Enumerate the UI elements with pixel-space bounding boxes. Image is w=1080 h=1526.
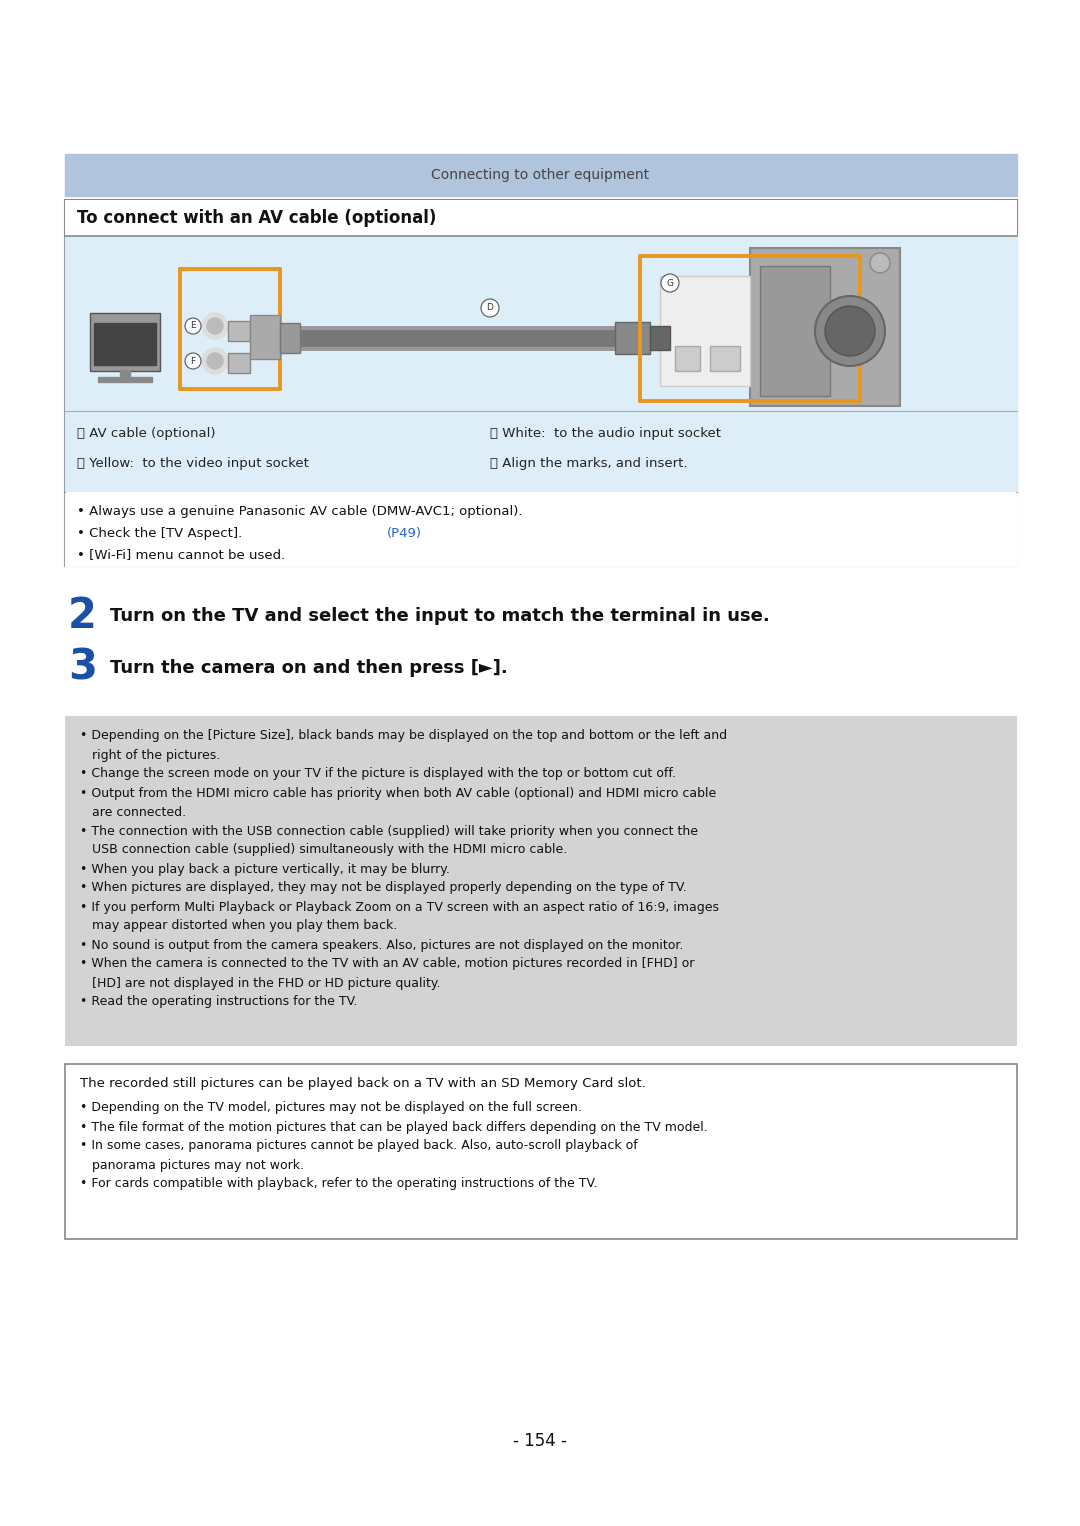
- Bar: [760, 266, 831, 397]
- Text: G: G: [666, 279, 674, 287]
- Text: 2: 2: [68, 595, 97, 636]
- Text: • Change the screen mode on your TV if the picture is displayed with the top or : • Change the screen mode on your TV if t…: [80, 768, 676, 780]
- Bar: [65, 493, 1017, 566]
- Text: Turn on the TV and select the input to match the terminal in use.: Turn on the TV and select the input to m…: [110, 607, 770, 626]
- Bar: [65, 716, 1017, 1045]
- Text: USB connection cable (supplied) simultaneously with the HDMI micro cable.: USB connection cable (supplied) simultan…: [80, 844, 567, 856]
- Text: F: F: [190, 357, 195, 366]
- Circle shape: [202, 313, 228, 339]
- Text: • Depending on the TV model, pictures may not be displayed on the full screen.: • Depending on the TV model, pictures ma…: [80, 1102, 582, 1114]
- Bar: [615, 322, 650, 354]
- Text: right of the pictures.: right of the pictures.: [80, 748, 220, 761]
- Text: may appear distorted when you play them back.: may appear distorted when you play them …: [80, 920, 397, 932]
- Text: • For cards compatible with playback, refer to the operating instructions of the: • For cards compatible with playback, re…: [80, 1178, 597, 1190]
- Text: • Read the operating instructions for the TV.: • Read the operating instructions for th…: [80, 995, 357, 1009]
- Bar: [249, 314, 280, 359]
- Text: are connected.: are connected.: [80, 806, 186, 818]
- Bar: [660, 276, 750, 386]
- Bar: [65, 1064, 1017, 1239]
- Bar: [90, 313, 160, 371]
- Text: ⓔ Yellow:  to the video input socket: ⓔ Yellow: to the video input socket: [77, 456, 309, 470]
- Bar: [750, 249, 900, 406]
- Text: • Always use a genuine Panasonic AV cable (DMW-AVC1; optional).: • Always use a genuine Panasonic AV cabl…: [77, 505, 523, 517]
- Text: (P49): (P49): [387, 526, 422, 540]
- Text: • If you perform Multi Playback or Playback Zoom on a TV screen with an aspect r: • If you perform Multi Playback or Playb…: [80, 900, 719, 914]
- Text: • No sound is output from the camera speakers. Also, pictures are not displayed : • No sound is output from the camera spe…: [80, 938, 684, 952]
- Text: • In some cases, panorama pictures cannot be played back. Also, auto-scroll play: • In some cases, panorama pictures canno…: [80, 1140, 638, 1152]
- Text: To connect with an AV cable (optional): To connect with an AV cable (optional): [77, 209, 436, 227]
- Bar: [65, 154, 1017, 195]
- Text: Connecting to other equipment: Connecting to other equipment: [431, 168, 649, 182]
- Text: • [Wi-Fi] menu cannot be used.: • [Wi-Fi] menu cannot be used.: [77, 548, 285, 562]
- Bar: [65, 200, 1017, 566]
- Text: • Output from the HDMI micro cable has priority when both AV cable (optional) an: • Output from the HDMI micro cable has p…: [80, 786, 716, 800]
- Text: • Depending on the [Picture Size], black bands may be displayed on the top and b: • Depending on the [Picture Size], black…: [80, 729, 727, 743]
- Circle shape: [815, 296, 885, 366]
- Bar: [228, 320, 249, 340]
- Text: ⓓ AV cable (optional): ⓓ AV cable (optional): [77, 426, 216, 439]
- Text: E: E: [190, 322, 195, 331]
- Circle shape: [185, 317, 201, 334]
- Circle shape: [207, 317, 222, 334]
- Text: 3: 3: [68, 647, 97, 690]
- Bar: [120, 369, 130, 378]
- Text: • When the camera is connected to the TV with an AV cable, motion pictures recor: • When the camera is connected to the TV…: [80, 957, 694, 971]
- Text: The recorded still pictures can be played back on a TV with an SD Memory Card sl: The recorded still pictures can be playe…: [80, 1077, 646, 1091]
- Bar: [280, 324, 300, 353]
- Bar: [65, 200, 1017, 237]
- Text: • Check the [TV Aspect].: • Check the [TV Aspect].: [77, 526, 246, 540]
- Bar: [65, 410, 1017, 491]
- Circle shape: [207, 353, 222, 369]
- Text: D: D: [487, 304, 494, 313]
- Circle shape: [202, 348, 228, 374]
- Circle shape: [825, 307, 875, 356]
- Text: Turn the camera on and then press [►].: Turn the camera on and then press [►].: [110, 659, 508, 678]
- Text: panorama pictures may not work.: panorama pictures may not work.: [80, 1158, 303, 1172]
- Bar: [650, 327, 670, 349]
- Text: ⓕ White:  to the audio input socket: ⓕ White: to the audio input socket: [490, 426, 721, 439]
- Circle shape: [661, 275, 679, 291]
- Bar: [98, 377, 152, 382]
- Text: • The file format of the motion pictures that can be played back differs dependi: • The file format of the motion pictures…: [80, 1120, 707, 1134]
- Bar: [65, 237, 1017, 410]
- Bar: [228, 353, 249, 372]
- Text: - 154 -: - 154 -: [513, 1431, 567, 1450]
- Text: • When pictures are displayed, they may not be displayed properly depending on t: • When pictures are displayed, they may …: [80, 882, 687, 894]
- Text: • The connection with the USB connection cable (supplied) will take priority whe: • The connection with the USB connection…: [80, 824, 698, 838]
- Bar: [675, 346, 700, 371]
- Circle shape: [481, 299, 499, 317]
- Text: ⓖ Align the marks, and insert.: ⓖ Align the marks, and insert.: [490, 456, 688, 470]
- Circle shape: [185, 353, 201, 369]
- Text: [HD] are not displayed in the FHD or HD picture quality.: [HD] are not displayed in the FHD or HD …: [80, 977, 441, 989]
- Bar: [94, 324, 156, 365]
- Text: • When you play back a picture vertically, it may be blurry.: • When you play back a picture verticall…: [80, 862, 450, 876]
- Circle shape: [870, 253, 890, 273]
- Bar: [710, 346, 740, 371]
